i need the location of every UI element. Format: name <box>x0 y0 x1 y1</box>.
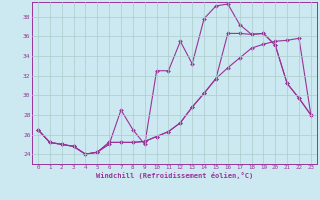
X-axis label: Windchill (Refroidissement éolien,°C): Windchill (Refroidissement éolien,°C) <box>96 172 253 179</box>
